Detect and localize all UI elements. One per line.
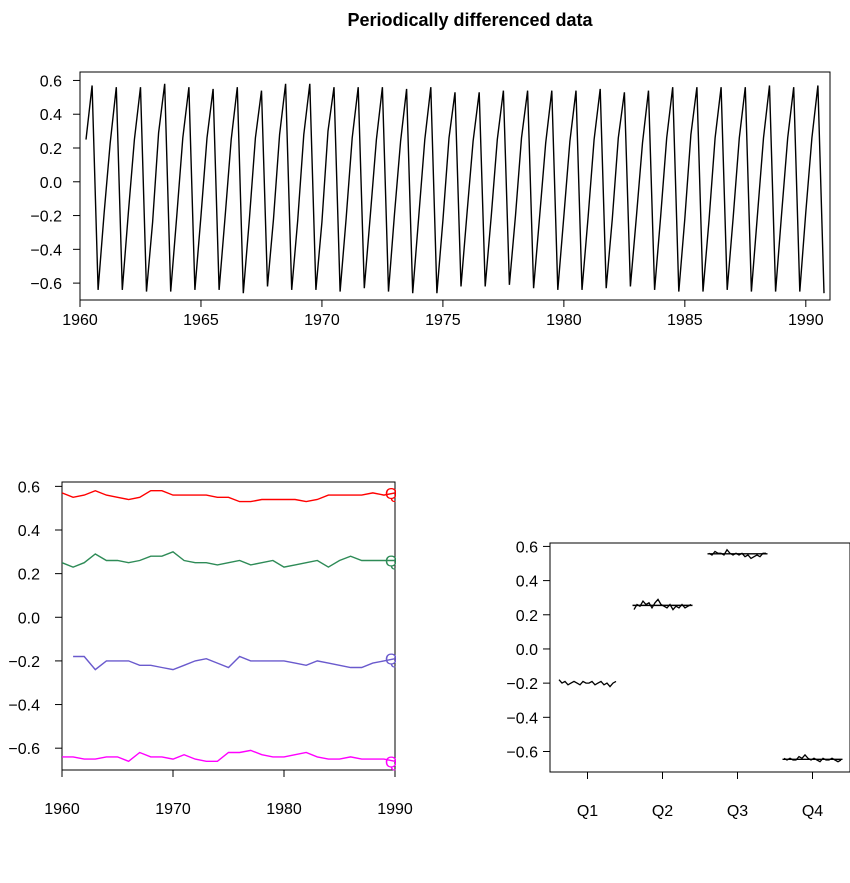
cycle-line-q1 <box>558 679 617 688</box>
x-tick-label: 1960 <box>62 312 98 329</box>
series-line <box>85 83 825 294</box>
series-line-qrt4 <box>62 749 396 763</box>
x-tick-label: 1990 <box>788 312 824 329</box>
y-tick-label: 0.6 <box>516 539 538 556</box>
y-tick-label: 0.0 <box>40 175 62 192</box>
plot-frame <box>549 542 850 773</box>
y-tick-label: −0.6 <box>8 741 40 758</box>
y-tick-label: −0.2 <box>30 209 62 226</box>
x-tick-label: 1970 <box>155 801 191 818</box>
y-tick-label: 0.6 <box>18 479 40 496</box>
x-tick-label: Q3 <box>727 803 748 820</box>
x-tick-label: 1985 <box>667 312 703 329</box>
series-label-qrt4: Qrt4 <box>385 754 416 771</box>
plot-frame <box>61 481 396 771</box>
y-tick-label: 0.2 <box>18 567 40 584</box>
x-tick-label: Q2 <box>652 803 673 820</box>
series-label-qrt3: Qrt3 <box>385 486 416 503</box>
x-tick-label: 1980 <box>546 312 582 329</box>
y-tick-label: −0.6 <box>30 276 62 293</box>
bottom-left-chart: 0.6 0.4 0.2 0.0 −0.2 −0.4 −0.6 1960 1970 1980 1990… <box>8 479 416 818</box>
series-line-qrt1 <box>73 655 396 671</box>
y-tick-label: 0.4 <box>18 523 40 540</box>
series-line-qrt2 <box>62 551 395 568</box>
x-tick-label: 1970 <box>304 312 340 329</box>
x-tick-label: 1960 <box>44 801 80 818</box>
plot-frame <box>79 71 831 301</box>
y-tick-label: −0.4 <box>8 698 40 715</box>
y-tick-label: −0.2 <box>506 676 538 693</box>
x-tick-label: Q1 <box>577 803 598 820</box>
x-tick-label: 1990 <box>377 801 413 818</box>
x-tick-label: 1975 <box>425 312 461 329</box>
y-tick-label: 0.2 <box>516 608 538 625</box>
cycle-line-q2 <box>633 598 692 611</box>
x-tick-label: Q4 <box>802 803 823 820</box>
y-tick-label: 0.6 <box>40 73 62 90</box>
y-tick-label: −0.2 <box>8 654 40 671</box>
y-tick-label: 0.4 <box>40 107 62 124</box>
y-tick-label: 0.4 <box>516 574 538 591</box>
y-tick-label: −0.4 <box>30 242 62 259</box>
y-tick-label: −0.6 <box>506 744 538 761</box>
top-chart: 0.6 0.4 0.2 0.0 −0.2 −0.4 −0.6 1960 1965 1970 1975… <box>30 71 831 329</box>
y-tick-label: 0.2 <box>40 141 62 158</box>
x-tick-label: 1980 <box>266 801 302 818</box>
series-label-qrt2: Qrt2 <box>385 554 416 571</box>
x-tick-label: 1965 <box>183 312 219 329</box>
cycle-line-q4 <box>783 753 842 763</box>
y-tick-label: −0.4 <box>506 710 538 727</box>
chart-title: Periodically differenced data <box>347 10 593 30</box>
bottom-right-chart: 0.6 0.4 0.2 0.0 −0.2 −0.4 −0.6 Q1 Q2 Q3 Q4 <box>506 539 850 820</box>
y-tick-label: 0.0 <box>18 610 40 627</box>
y-tick-label: 0.0 <box>516 642 538 659</box>
series-line-qrt3 <box>62 489 396 503</box>
series-label-qrt1: Qrt1 <box>385 652 416 669</box>
